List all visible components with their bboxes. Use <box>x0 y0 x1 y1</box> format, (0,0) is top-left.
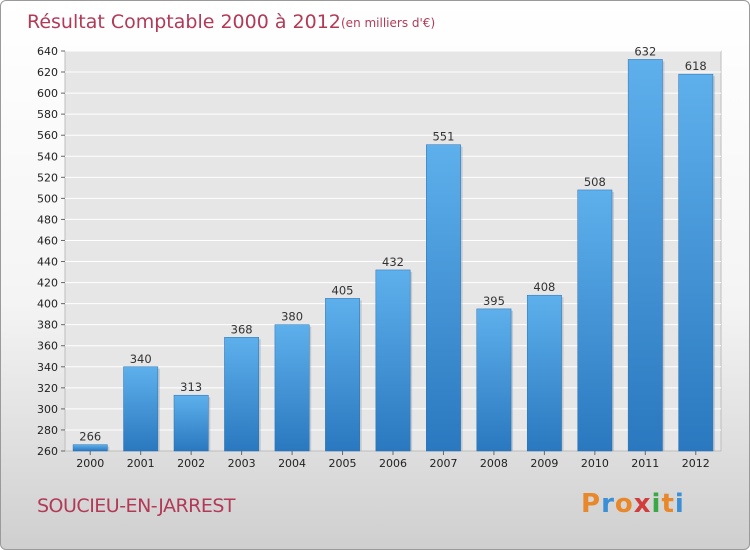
x-tick-label: 2008 <box>480 457 508 470</box>
logo-letter: r <box>601 489 615 519</box>
y-tick-label: 640 <box>37 45 58 58</box>
y-tick-label: 540 <box>37 150 58 163</box>
bar-2010 <box>577 189 613 452</box>
bar-2004 <box>274 324 310 452</box>
data-label-2007: 551 <box>432 130 454 144</box>
bars: 266 340 313 368 380 405 432 551 395 408 508 632 618 <box>72 44 715 452</box>
y-tick-label: 460 <box>37 234 58 247</box>
logo-letter: x <box>633 489 652 519</box>
bar-2006 <box>375 269 411 452</box>
y-tick-label: 600 <box>37 87 58 100</box>
data-label-2010: 508 <box>584 175 606 189</box>
data-label-2005: 405 <box>332 283 354 297</box>
y-tick-label: 260 <box>37 445 58 458</box>
y-tick-label: 420 <box>37 277 58 290</box>
y-tick-label: 580 <box>37 108 58 121</box>
bar-2008 <box>476 308 512 452</box>
x-tick-label: 2009 <box>530 457 558 470</box>
logo-letter: t <box>661 489 675 519</box>
y-tick-label: 560 <box>37 129 58 142</box>
data-label-2012: 618 <box>685 59 707 73</box>
logo-letter: i <box>651 489 662 519</box>
x-tick-label: 2010 <box>581 457 609 470</box>
bar-2005 <box>325 298 360 452</box>
y-tick-label: 620 <box>37 66 58 79</box>
logo-letter: o <box>614 489 634 519</box>
data-label-2001: 340 <box>130 352 152 366</box>
x-tick-label: 2005 <box>329 457 357 470</box>
y-tick-label: 320 <box>37 382 58 395</box>
y-tick-label: 400 <box>37 298 58 311</box>
data-label-2002: 313 <box>180 380 202 394</box>
chart-title: Résultat Comptable 2000 à 2012 <box>27 11 341 33</box>
y-tick-label: 520 <box>37 171 58 184</box>
data-label-2000: 266 <box>79 430 101 444</box>
chart-subtitle: (en milliers d'€) <box>341 16 435 30</box>
place-name: SOUCIEU-EN-JARREST <box>37 495 236 517</box>
bar-2001 <box>123 366 159 452</box>
x-tick-label: 2001 <box>127 457 155 470</box>
y-tick-label: 380 <box>37 319 58 332</box>
x-axis: 2000 2001 2002 2003 2004 2005 2006 2007 2008 2009… <box>76 451 710 470</box>
x-tick-label: 2002 <box>177 457 205 470</box>
x-tick-label: 2006 <box>379 457 407 470</box>
y-tick-label: 360 <box>37 340 58 353</box>
bar-2012 <box>678 73 714 452</box>
logo-letter: i <box>674 489 685 519</box>
bar-2002 <box>173 394 209 452</box>
bar-2003 <box>224 337 260 452</box>
y-tick-label: 500 <box>37 192 58 205</box>
x-tick-label: 2000 <box>76 457 104 470</box>
y-tick-label: 300 <box>37 403 58 416</box>
data-label-2011: 632 <box>634 44 656 58</box>
logo-letter: P <box>581 489 602 519</box>
y-tick-label: 280 <box>37 424 58 437</box>
y-tick-label: 440 <box>37 256 58 269</box>
y-axis: 260 280 300 320 340 360 380 400 420 440 460 480 500 5… <box>37 45 65 458</box>
x-tick-label: 2004 <box>278 457 306 470</box>
data-label-2006: 432 <box>382 255 404 269</box>
bar-2000 <box>72 444 108 452</box>
x-tick-label: 2012 <box>682 457 710 470</box>
data-label-2009: 408 <box>533 280 555 294</box>
x-tick-label: 2007 <box>429 457 457 470</box>
bar-2007 <box>426 144 461 452</box>
x-tick-label: 2011 <box>631 457 659 470</box>
y-tick-label: 480 <box>37 213 58 226</box>
bar-2011 <box>627 59 663 452</box>
data-label-2004: 380 <box>281 310 303 324</box>
data-label-2008: 395 <box>483 294 505 308</box>
x-tick-label: 2003 <box>228 457 256 470</box>
proxiti-logo: Proxiti <box>581 489 685 519</box>
data-label-2003: 368 <box>231 322 253 336</box>
y-tick-label: 340 <box>37 361 58 374</box>
bar-2009 <box>526 294 562 452</box>
